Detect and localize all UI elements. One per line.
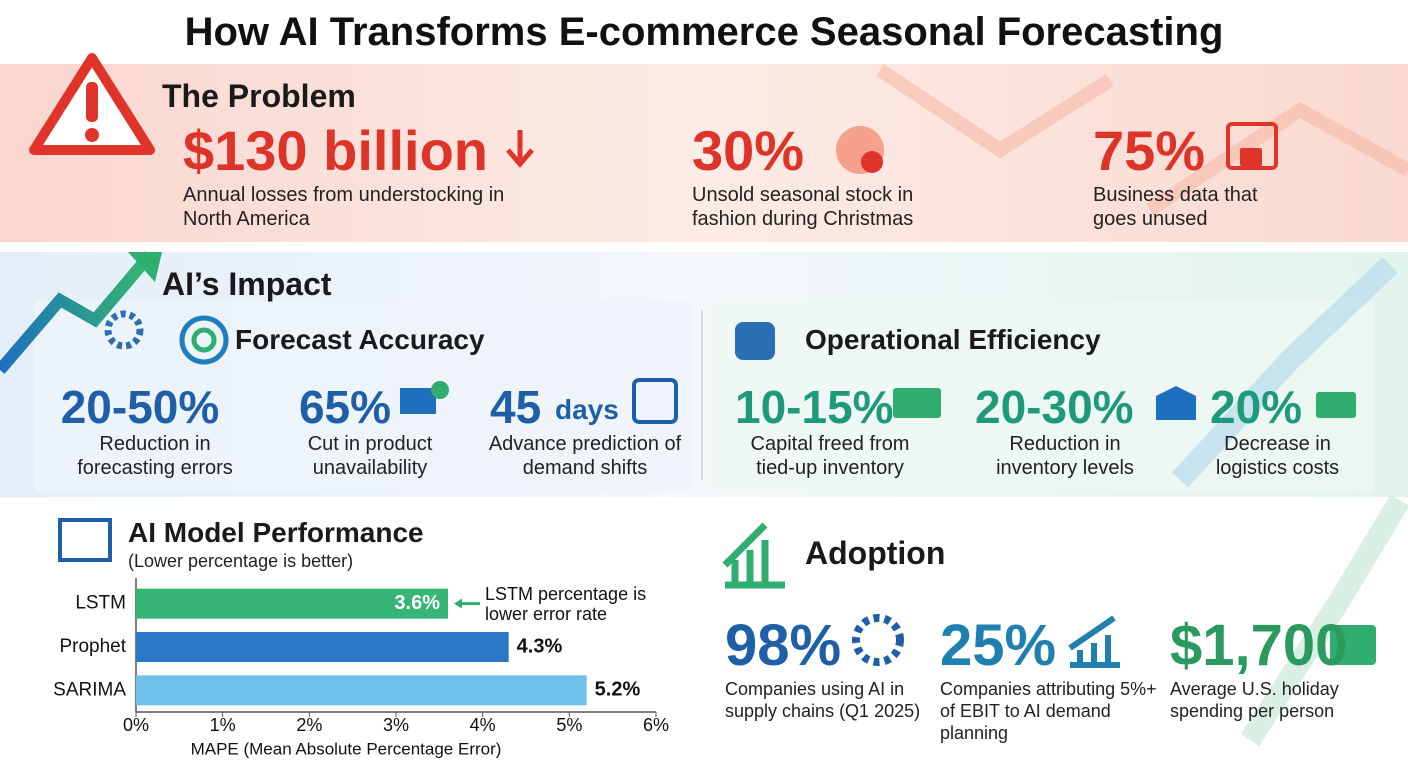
- x-tick-label: 2%: [296, 715, 322, 735]
- chart-title: AI Model Performance: [128, 517, 424, 548]
- stat-value: 20-30%: [975, 381, 1134, 433]
- stat-text: Decrease in logistics costs: [1215, 433, 1340, 479]
- category-label: Prophet: [59, 636, 126, 657]
- stat-text: Reduction in inventory levels: [996, 433, 1134, 479]
- stat-value: 75%: [1093, 119, 1206, 182]
- x-tick-label: 3%: [383, 715, 409, 735]
- page-title: How AI Transforms E-commerce Seasonal Fo…: [184, 10, 1224, 54]
- value-label: 4.3%: [517, 635, 563, 657]
- stat-text: Capital freed from tied-up inventory: [750, 433, 910, 479]
- x-tick-label: 1%: [210, 715, 236, 735]
- annotation-arrowhead: [454, 598, 462, 609]
- stat-value: $1,700: [1170, 613, 1348, 678]
- stat-text: Average U.S. holiday spending per person: [1170, 679, 1339, 721]
- subsection-heading: Operational Efficiency: [805, 324, 1101, 355]
- category-label: LSTM: [75, 593, 126, 614]
- section-heading: The Problem: [162, 78, 356, 114]
- x-axis-label: MAPE (Mean Absolute Percentage Error): [191, 739, 502, 758]
- x-tick-label: 6%: [643, 715, 669, 735]
- bar-chart: 0% 1% 2% 3% 4% 5% 6% MAPE (Mean Absolute Percen…: [53, 578, 669, 758]
- x-tick-label: 0%: [123, 715, 149, 735]
- stat-value: 30%: [692, 119, 805, 182]
- stat-text: Reduction in forecasting errors: [77, 433, 233, 479]
- stat-text: Companies attributing 5%+ of EBIT to AI …: [940, 679, 1157, 743]
- stat-text: Business data that goes unused: [1093, 184, 1258, 230]
- stat-unit: days: [555, 394, 619, 425]
- bar: [136, 632, 509, 662]
- category-label: SARIMA: [53, 679, 126, 700]
- chart-subtitle: (Lower percentage is better): [128, 551, 354, 571]
- stat-text: Cut in product unavailability: [307, 433, 433, 479]
- stat-value: 25%: [940, 613, 1057, 678]
- x-tick-label: 4%: [470, 715, 496, 735]
- stat-value: $130 billion: [183, 119, 488, 182]
- value-label: 3.6%: [394, 592, 440, 614]
- bar: [136, 675, 587, 706]
- stat-value: 45: [490, 381, 542, 433]
- value-label: 5.2%: [595, 679, 641, 701]
- stat-text: Annual losses from understocking in Nort…: [183, 184, 505, 230]
- stat-value: 98%: [725, 613, 842, 678]
- stat-text: Unsold seasonal stock in fashion during …: [692, 184, 914, 230]
- stat-value: 10-15%: [735, 381, 894, 433]
- stat-value: 20%: [1210, 381, 1303, 433]
- stat-value: 20-50%: [60, 381, 220, 433]
- stat-text: Companies using AI in supply chains (Q1 …: [725, 679, 921, 721]
- subsection-heading: Forecast Accuracy: [235, 324, 485, 355]
- section-heading: AI’s Impact: [162, 266, 332, 302]
- stat-text: Advance prediction of demand shifts: [488, 433, 682, 479]
- annotation: LSTM percentage is lower error rate: [485, 584, 647, 624]
- x-tick-label: 5%: [556, 715, 582, 735]
- stat-value: 65%: [298, 381, 392, 433]
- section-heading: Adoption: [805, 535, 946, 571]
- bar: [136, 588, 448, 619]
